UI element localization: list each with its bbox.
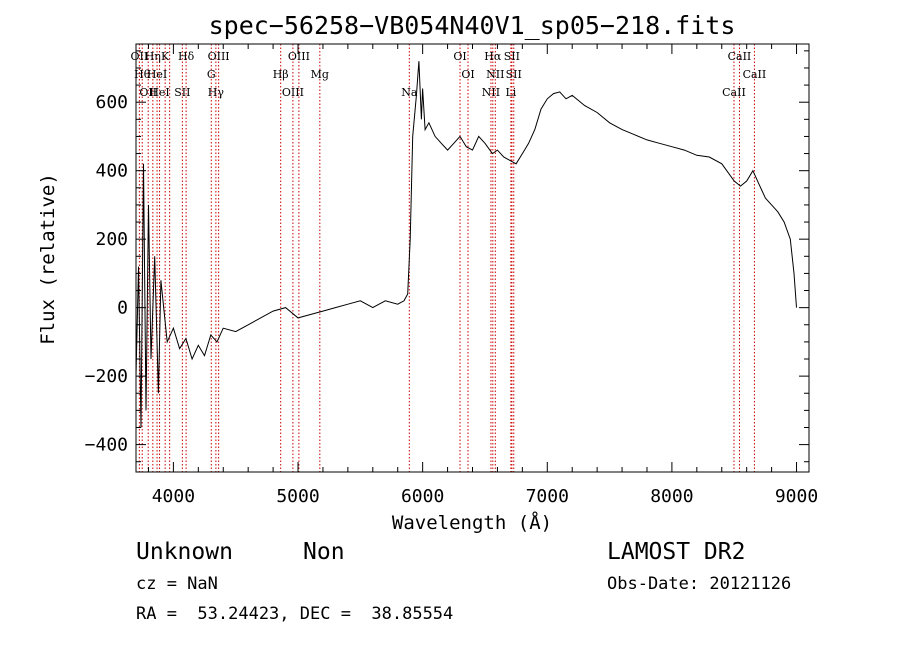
line-label: Na: [401, 86, 418, 99]
line-label: OIII: [208, 50, 230, 63]
line-label: CaII: [743, 68, 767, 81]
x-tick-label: 9000: [775, 486, 818, 507]
y-axis: −400 −200 0 200 400 600: [85, 50, 809, 463]
line-label: Hγ: [208, 86, 225, 99]
line-label: OII: [139, 86, 157, 99]
line-label: Hη: [145, 50, 161, 63]
survey-label: LAMOST DR2: [607, 539, 745, 565]
line-label: SII: [504, 50, 520, 63]
line-label: OIII: [288, 50, 310, 63]
x-axis-label: Wavelength (Å): [392, 511, 552, 534]
subclass-label: Non: [303, 539, 345, 565]
line-label: OIII: [282, 86, 304, 99]
x-tick-label: 7000: [526, 486, 569, 507]
coordinates-text: RA = 53.24423, DEC = 38.85554: [136, 604, 453, 624]
x-tick-label: 5000: [276, 486, 319, 507]
y-tick-label: 0: [117, 298, 128, 319]
line-label: Hβ: [273, 68, 289, 81]
line-label: NII: [482, 86, 500, 99]
line-label: NII: [486, 68, 504, 81]
line-label: CaII: [722, 86, 746, 99]
line-label: CaII: [728, 50, 752, 63]
line-label: G: [207, 68, 216, 81]
line-label: OI: [453, 50, 466, 63]
line-label: Mg: [311, 68, 329, 81]
line-label: K: [161, 50, 170, 63]
line-label: HeI: [147, 68, 167, 81]
line-label: Hα: [484, 50, 502, 63]
line-label: HeI: [149, 86, 169, 99]
spectral-line-markers: [138, 44, 755, 472]
line-label: SII: [506, 68, 522, 81]
class-label: Unknown: [136, 539, 233, 565]
line-label: OI: [461, 68, 474, 81]
obs-date-text: Obs-Date: 20121126: [607, 574, 791, 594]
x-tick-label: 4000: [152, 486, 195, 507]
y-tick-label: 400: [95, 161, 128, 182]
line-label: Hδ: [178, 50, 195, 63]
y-axis-label: Flux (relative): [37, 173, 59, 345]
chart-title: spec−56258−VB054N40V1_sp05−218.fits: [209, 11, 736, 40]
y-tick-label: 200: [95, 229, 128, 250]
x-axis: 4000 5000 6000 7000 8000 9000: [147, 44, 818, 507]
spectrum-line: [135, 61, 797, 428]
y-tick-label: 600: [95, 92, 128, 113]
y-tick-label: −400: [85, 435, 128, 456]
redshift-text: cz = NaN: [136, 574, 218, 594]
x-tick-label: 8000: [650, 486, 693, 507]
spectral-line-labels: OIIHθOIIHηHeIHeIKSIIHδGHγOIIIHβOIIIOIIIM…: [131, 50, 767, 99]
x-tick-label: 6000: [401, 486, 444, 507]
line-label: Hθ: [134, 68, 151, 81]
line-label: OII: [131, 50, 149, 63]
plot-frame: [135, 43, 810, 473]
line-label: Li: [505, 86, 516, 99]
y-tick-label: −200: [85, 366, 128, 387]
line-label: SII: [174, 86, 190, 99]
